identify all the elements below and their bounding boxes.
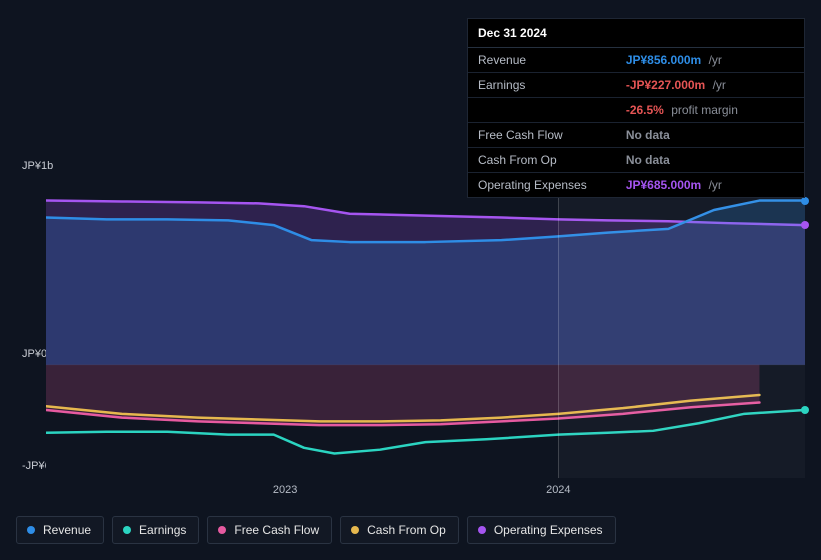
legend-item[interactable]: Earnings [112,516,199,544]
legend-label: Operating Expenses [494,523,603,537]
tooltip-row-value: No data [616,148,804,173]
x-tick-0: 2023 [273,484,297,496]
tooltip-row: Earnings-JP¥227.000m /yr [468,73,804,98]
tooltip-row: -26.5% profit margin [468,98,804,123]
tooltip-row: Operating ExpensesJP¥685.000m /yr [468,173,804,198]
tooltip-row-label: Earnings [468,73,616,98]
tooltip-row-value: No data [616,123,804,148]
chart-plot[interactable] [46,176,805,478]
chart-svg [46,176,805,478]
series-endpoint [801,406,809,414]
legend-item[interactable]: Cash From Op [340,516,459,544]
legend-label: Cash From Op [367,523,446,537]
y-tick-0: JP¥1b [22,160,53,172]
tooltip-row-label [468,98,616,123]
chart-area: JP¥1b JP¥0 -JP¥600m [16,160,805,480]
legend-dot-icon [218,526,226,534]
tooltip-row: RevenueJP¥856.000m /yr [468,48,804,73]
tooltip-row-label: Operating Expenses [468,173,616,198]
chart-tooltip: Dec 31 2024 RevenueJP¥856.000m /yrEarnin… [467,18,805,198]
legend-label: Free Cash Flow [234,523,319,537]
tooltip-row: Free Cash FlowNo data [468,123,804,148]
tooltip-row-value: -JP¥227.000m /yr [616,73,804,98]
legend-dot-icon [123,526,131,534]
legend: Revenue Earnings Free Cash Flow Cash From O… [16,516,805,544]
y-tick-1: JP¥0 [22,348,47,360]
legend-item[interactable]: Revenue [16,516,104,544]
tooltip-row: Cash From OpNo data [468,148,804,173]
legend-label: Revenue [43,523,91,537]
tooltip-row-label: Cash From Op [468,148,616,173]
tooltip-row-value: JP¥856.000m /yr [616,48,804,73]
tooltip-row-label: Free Cash Flow [468,123,616,148]
legend-dot-icon [27,526,35,534]
tooltip-row-value: JP¥685.000m /yr [616,173,804,198]
tooltip-row-value: -26.5% profit margin [616,98,804,123]
series-endpoint [801,221,809,229]
tooltip-title: Dec 31 2024 [468,19,804,48]
legend-dot-icon [351,526,359,534]
tooltip-row-label: Revenue [468,48,616,73]
legend-item[interactable]: Operating Expenses [467,516,616,544]
legend-dot-icon [478,526,486,534]
legend-item[interactable]: Free Cash Flow [207,516,332,544]
tooltip-table: RevenueJP¥856.000m /yrEarnings-JP¥227.00… [468,48,804,197]
x-tick-1: 2024 [546,484,570,496]
legend-label: Earnings [139,523,186,537]
